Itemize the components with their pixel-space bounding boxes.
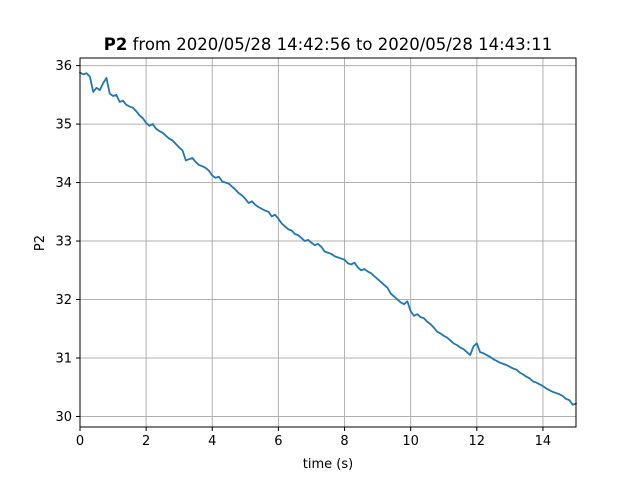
y-gridlines — [80, 65, 576, 417]
chart-title-bold: P2 — [104, 35, 128, 54]
x-tick-label: 8 — [340, 434, 348, 449]
y-tick-label: 33 — [55, 235, 72, 250]
chart-title-rest: from 2020/05/28 14:42:56 to 2020/05/28 1… — [127, 35, 552, 54]
y-axis-label: P2 — [33, 235, 48, 251]
x-tick-label: 12 — [469, 434, 486, 449]
x-tick-label: 2 — [142, 434, 150, 449]
y-tick-label: 32 — [55, 293, 72, 308]
x-axis-ticks: 0 2 4 6 8 10 12 14 — [76, 427, 551, 449]
y-tick-label: 30 — [55, 410, 72, 425]
y-tick-label: 36 — [55, 59, 72, 74]
x-tick-label: 6 — [274, 434, 282, 449]
y-tick-label: 35 — [55, 118, 72, 133]
y-axis-ticks: 30 31 32 33 34 35 36 — [55, 59, 80, 425]
y-tick-label: 34 — [55, 176, 72, 191]
x-tick-label: 0 — [76, 434, 84, 449]
y-tick-label: 31 — [55, 351, 72, 366]
series-line-p2 — [79, 71, 577, 406]
x-axis-label: time (s) — [303, 457, 353, 472]
x-gridlines — [79, 58, 544, 427]
x-tick-label: 14 — [535, 434, 552, 449]
x-tick-label: 10 — [402, 434, 419, 449]
chart-title: P2 from 2020/05/28 14:42:56 to 2020/05/2… — [104, 35, 552, 54]
plot-frame — [79, 57, 577, 428]
x-tick-label: 4 — [208, 434, 216, 449]
